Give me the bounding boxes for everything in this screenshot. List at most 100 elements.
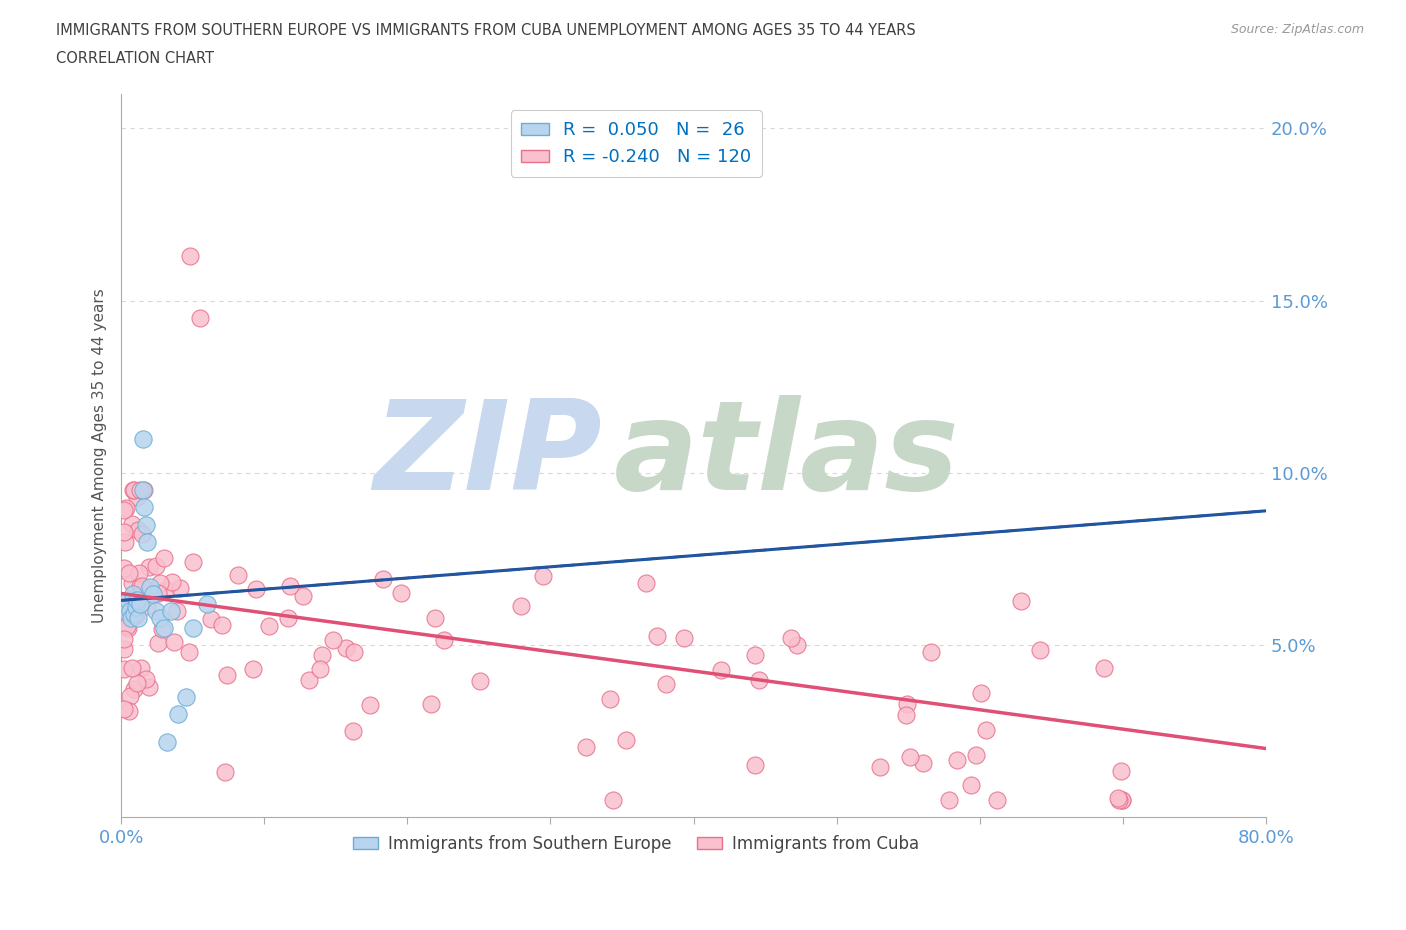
Point [112,661,135,676]
Point [149,576,172,591]
Point [748,672,770,687]
Point [896,708,918,723]
Point [342,724,364,738]
Point [654,677,676,692]
Point [146,586,169,601]
Point [311,647,333,662]
Point [128,578,150,593]
Point [156,734,179,749]
Point [136,535,159,550]
Point [112,503,135,518]
Point [112,616,135,631]
Point [217,668,239,683]
Point [122,608,145,623]
Y-axis label: Unemployment Among Ages 35 to 44 years: Unemployment Among Ages 35 to 44 years [93,288,107,623]
Point [946,753,969,768]
Point [898,749,921,764]
Point [1109,764,1132,778]
Point [117,593,139,608]
Point [986,792,1008,807]
Point [169,581,191,596]
Point [124,600,146,615]
Point [145,604,167,618]
Point [136,583,159,598]
Point [602,792,624,807]
Point [188,311,211,325]
Point [359,698,381,712]
Point [145,559,167,574]
Point [162,575,184,590]
Point [200,612,222,627]
Point [211,618,233,632]
Point [122,606,145,621]
Point [135,599,157,614]
Point [149,610,172,625]
Point [335,641,357,656]
Point [131,483,153,498]
Point [127,591,149,606]
Point [181,554,204,569]
Text: CORRELATION CHART: CORRELATION CHART [56,51,214,66]
Point [121,660,143,675]
Point [124,483,146,498]
Point [309,661,332,676]
Point [423,610,446,625]
Point [278,578,301,593]
Point [179,248,201,263]
Point [121,516,143,531]
Point [139,579,162,594]
Point [118,704,141,719]
Point [115,500,138,515]
Point [976,723,998,737]
Point [322,633,344,648]
Point [195,596,218,611]
Point [277,610,299,625]
Point [121,575,143,590]
Point [152,551,174,565]
Point [433,632,456,647]
Point [112,593,135,608]
Point [645,629,668,644]
Point [1111,792,1133,807]
Point [134,483,156,498]
Legend: Immigrants from Southern Europe, Immigrants from Cuba: Immigrants from Southern Europe, Immigra… [347,829,925,859]
Point [869,760,891,775]
Point [118,688,141,703]
Point [163,634,186,649]
Text: atlas: atlas [613,395,959,516]
Point [786,637,808,652]
Point [146,635,169,650]
Point [128,596,150,611]
Point [960,777,983,792]
Point [911,755,934,770]
Point [634,576,657,591]
Point [124,608,146,623]
Point [969,685,991,700]
Point [744,647,766,662]
Point [1111,792,1133,807]
Point [142,586,165,601]
Point [125,676,148,691]
Point [242,661,264,676]
Point [896,697,918,711]
Point [599,692,621,707]
Point [470,673,492,688]
Point [214,764,236,779]
Point [1108,792,1130,807]
Point [298,672,321,687]
Point [710,662,733,677]
Point [153,620,176,635]
Point [129,661,152,676]
Point [128,565,150,580]
Point [114,604,136,618]
Point [121,483,143,498]
Point [132,500,155,515]
Point [152,621,174,636]
Point [228,568,250,583]
Point [117,612,139,627]
Point [938,792,960,807]
Point [1029,643,1052,658]
Point [371,571,394,586]
Point [128,483,150,498]
Text: Source: ZipAtlas.com: Source: ZipAtlas.com [1230,23,1364,36]
